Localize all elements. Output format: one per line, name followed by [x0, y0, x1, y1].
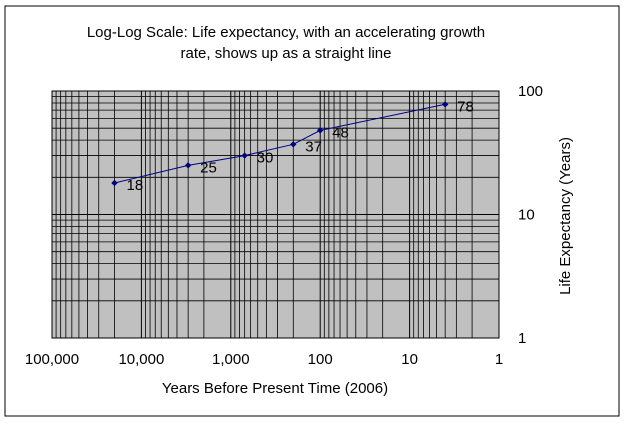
y-tick-label: 1: [518, 330, 526, 347]
x-axis-label: Years Before Present Time (2006): [162, 380, 388, 397]
data-label: 37: [305, 138, 322, 155]
series-line: [114, 103, 446, 184]
y-axis-label: Life Expectancy (Years): [557, 137, 574, 295]
data-label: 25: [200, 159, 217, 176]
x-tick-label: 10,000: [118, 351, 164, 368]
data-point: [241, 152, 248, 159]
grid-lines: [52, 91, 500, 339]
x-tick-label: 100: [308, 351, 333, 368]
y-tick-label: 10: [518, 207, 535, 224]
data-label: 48: [332, 124, 349, 141]
data-label: 30: [257, 150, 274, 167]
data-point: [290, 141, 297, 148]
x-tick-label: 100,000: [25, 351, 79, 368]
data-point: [317, 127, 324, 134]
y-axis-tick-labels: 100 10 1: [518, 83, 543, 347]
data-series: 18 25 30 37 48 78: [111, 98, 474, 194]
chart-title-line-1: Log-Log Scale: Life expectancy, with an …: [87, 24, 485, 41]
x-tick-label: 10: [401, 351, 418, 368]
data-label: 18: [126, 177, 143, 194]
x-tick-label: 1,000: [212, 351, 250, 368]
y-tick-label: 100: [518, 83, 543, 100]
x-tick-label: 1: [495, 351, 503, 368]
data-point: [441, 101, 449, 108]
chart-title-line-2: rate, shows up as a straight line: [181, 45, 392, 62]
x-axis-tick-labels: 100,000 10,000 1,000 100 10 1: [25, 351, 503, 368]
data-point: [111, 179, 118, 187]
data-point: [184, 162, 192, 169]
data-label: 78: [457, 98, 474, 115]
